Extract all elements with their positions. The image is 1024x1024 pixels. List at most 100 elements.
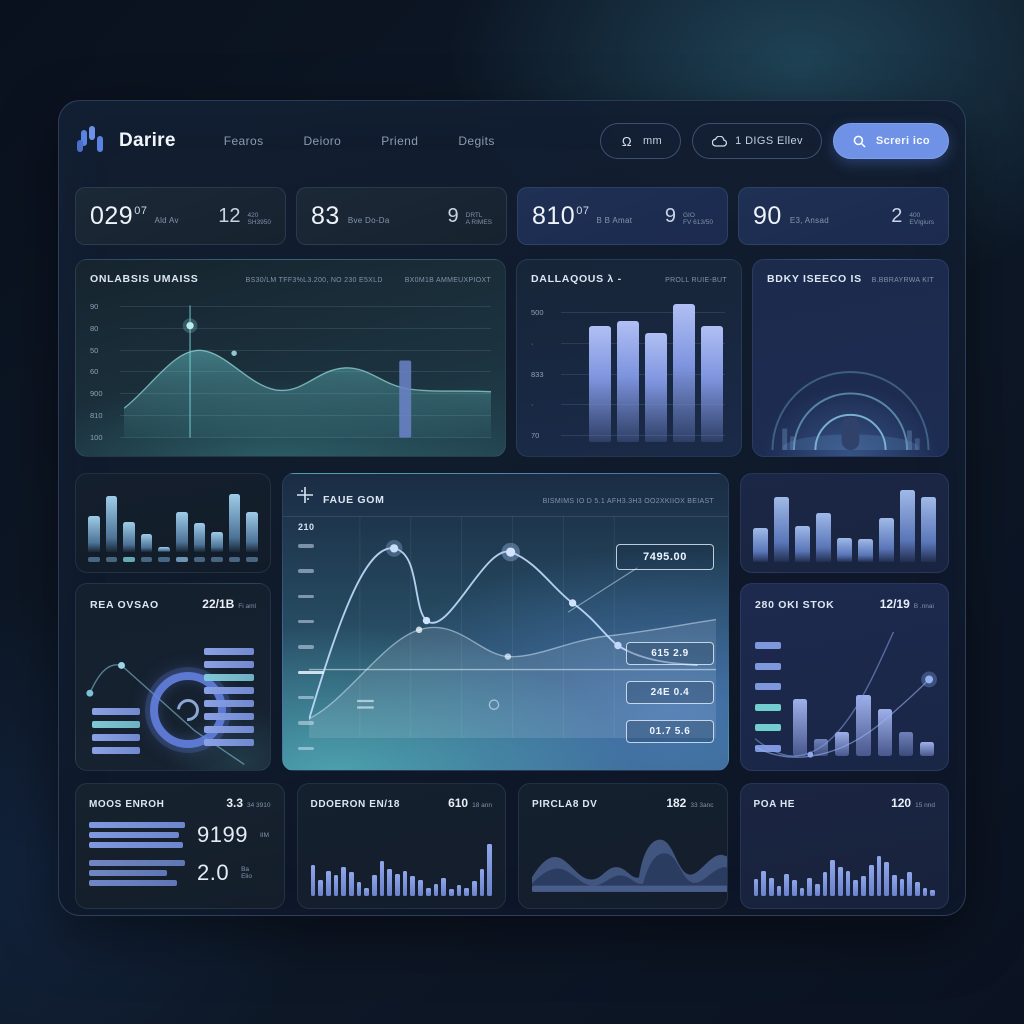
bar	[645, 332, 667, 442]
hbar	[92, 721, 140, 728]
hbar-stack-left	[92, 708, 140, 754]
bar	[815, 883, 820, 896]
bar	[768, 878, 774, 896]
stok-chart-panel: 280 OKI STOK 12/19 B .nnai	[740, 583, 949, 771]
secondary-action-label: 1 DIGS Ellev	[735, 135, 803, 147]
hbar-group	[89, 822, 185, 848]
stat-tile-2: 83 Bve Do-Da 9 DRTL A RIMES	[296, 187, 507, 245]
bar	[884, 862, 889, 896]
dashboard-card: Darire Fearos Deioro Priend Degits Ω mm …	[58, 100, 966, 916]
bar	[879, 517, 894, 562]
bar	[922, 887, 928, 896]
panel-header: DALLAQOUS λ - PROLL RUIE-BUT	[517, 260, 741, 285]
bar	[471, 881, 477, 896]
panel-value-caption: 34 3910	[247, 802, 271, 809]
axis-tick: 90	[90, 302, 491, 311]
panel-header: PIRCLA8 DV 182 33 3anc	[532, 796, 714, 810]
stat-alt-value: 9	[664, 204, 676, 227]
bar	[211, 532, 223, 552]
right-column: 280 OKI STOK 12/19 B .nnai	[740, 473, 949, 771]
y-dash	[755, 662, 781, 670]
hbar	[89, 822, 185, 828]
bar	[228, 493, 241, 552]
concentric-arcs-chart	[771, 371, 930, 450]
value-chips: 7495.00 615 2.9 24E 0.4 01.7 5.6	[616, 544, 714, 743]
bar	[822, 872, 828, 896]
axis-tick-label: 100	[90, 432, 103, 442]
main-chart-panel: FAUE GOM BISMIMS IO D 5.1 AFH3.3H3 OO2XK…	[282, 473, 729, 771]
bar	[310, 865, 316, 896]
panel-value-caption: 15 nnd	[915, 802, 935, 809]
bar	[845, 870, 851, 896]
notifications-button[interactable]: Ω mm	[599, 123, 682, 159]
bar	[921, 497, 936, 562]
bar	[158, 546, 170, 552]
stat-alt-caption: GIO FV 613/50	[683, 211, 713, 227]
panel-title: ONLABSIS UMAISS	[90, 273, 199, 285]
hbar	[204, 648, 254, 655]
hbar	[204, 739, 254, 746]
bar	[784, 873, 789, 896]
panel-value-caption: Fi aml	[238, 603, 256, 610]
panel-meta: BX0M1B AMMEUXPIOXT	[404, 277, 491, 284]
axis-tick: 70	[531, 431, 725, 440]
axis-tick-label: 70	[531, 431, 540, 440]
panel-header: ONLABSIS UMAISS BS30/LM TFF3%L3.200, NO …	[76, 260, 505, 285]
bar	[479, 869, 485, 896]
brand-logo-icon	[77, 126, 103, 152]
axis-tick: 500	[531, 308, 725, 317]
panel-title: DALLAQOUS λ -	[531, 273, 622, 285]
hbar	[89, 870, 167, 876]
hbar-stack-right	[204, 648, 254, 746]
nav-item-1[interactable]: Fearos	[223, 134, 264, 148]
panel-meta: B.BBRAYRWA KIT	[871, 277, 934, 284]
hbar-group	[89, 860, 185, 886]
axis-tick: ·	[531, 400, 725, 409]
nav-item-3[interactable]: Priend	[381, 134, 419, 148]
nav-item-4[interactable]: Degits	[458, 134, 495, 148]
bar	[433, 883, 439, 896]
stat-tile-3: 81007 B B Amat 9 GIO FV 613/50	[517, 187, 728, 245]
gauge-panel: REA OVSAO 22/1B Fi aml	[75, 583, 271, 771]
gridline	[120, 349, 491, 351]
histogram	[310, 840, 492, 896]
bar	[617, 320, 639, 442]
bar	[333, 874, 339, 896]
gridline	[561, 404, 725, 406]
bar	[930, 890, 935, 896]
bar	[140, 533, 153, 552]
bar	[341, 866, 346, 896]
gridline	[561, 435, 725, 436]
bottom-row: MOOS ENROH 3.3 34 3910 9199 IIM	[75, 783, 949, 909]
axis-tick-label: 810	[90, 411, 103, 421]
gridline	[120, 371, 491, 373]
y-dash	[298, 721, 314, 725]
panel-title: MOOS ENROH	[89, 799, 165, 810]
axis-tick: 80	[90, 324, 491, 333]
nav-item-2[interactable]: Deioro	[303, 134, 342, 148]
base-dash	[246, 557, 258, 562]
value-chip: 7495.00	[616, 544, 714, 570]
bar	[325, 870, 331, 896]
axis-tick-label: 80	[90, 323, 99, 333]
pircla-wave-panel: PIRCLA8 DV 182 33 3anc	[518, 783, 728, 909]
axis-tick-label: 500	[531, 308, 544, 317]
gridline	[561, 342, 725, 344]
primary-search-button[interactable]: Screri ico	[832, 123, 949, 159]
bar	[464, 888, 469, 896]
axis-tick-label: 60	[90, 367, 99, 377]
y-dash	[298, 645, 314, 649]
panel-title: REA OVSAO	[90, 599, 159, 611]
stat-value: 02907	[90, 201, 148, 230]
bar	[318, 880, 323, 896]
omega-bell-icon: Ω	[621, 133, 633, 149]
axis-tick: 833	[531, 370, 725, 379]
hbar	[204, 687, 254, 694]
stat-label: E3, Ansad	[789, 215, 829, 225]
metric-suffix: Ba Elio	[241, 866, 252, 880]
bar	[877, 708, 892, 756]
secondary-action-button[interactable]: 1 DIGS Ellev	[692, 123, 822, 159]
bar	[876, 855, 882, 896]
bar	[861, 876, 866, 896]
mid-bar-chart-panel: DALLAQOUS λ - PROLL RUIE-BUT 500 · 833 · 70	[516, 259, 742, 457]
